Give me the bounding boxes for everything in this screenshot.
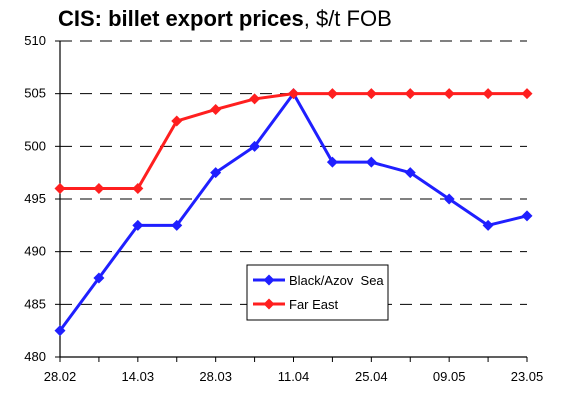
series-1-point [326,88,338,100]
series-1-point [210,103,222,115]
series-0-point [521,210,533,222]
series-1-point [443,88,455,100]
x-tick-label: 09.05 [433,369,466,384]
x-tick-label: 28.02 [44,369,77,384]
chart-title: CIS: billet export prices, $/t FOB [58,6,392,32]
series-0-point [132,219,144,231]
legend-label: Far East [289,297,339,312]
chart-title-unit: , $/t FOB [303,6,392,31]
series-line-1 [60,92,527,190]
x-tick-label: 25.04 [355,369,388,384]
y-tick-label: 500 [24,138,46,153]
series-1-point [521,88,533,100]
series-0-point [54,325,66,337]
legend-box [246,264,389,321]
series-0-point [443,193,455,205]
series-1-point [404,88,416,100]
series-1-point [54,182,66,194]
y-tick-label: 485 [24,296,46,311]
series-1-point [93,182,105,194]
x-tick-label: 14.03 [122,369,155,384]
series-1-point [365,88,377,100]
y-tick-label: 505 [24,86,46,101]
y-tick-label: 495 [24,191,46,206]
x-tick-label: 23.05 [511,369,544,384]
series-1-point [249,93,261,105]
series-0-point [365,156,377,168]
series-0-point [482,219,494,231]
legend-swatch-marker [263,298,275,310]
series-1-point [288,88,299,100]
x-tick-label: 28.03 [199,369,232,384]
y-tick-label: 510 [24,33,46,48]
series-0-point [404,167,416,179]
legend-label: Black/Azov Sea [289,273,384,288]
series-0-point [249,140,261,152]
series-0-point [171,219,183,231]
series-0-point [93,272,105,284]
x-tick-label: 11.04 [278,369,310,384]
series-0-point [210,167,222,179]
series-1-point [132,182,144,194]
y-tick-label: 480 [24,349,46,364]
y-tick-label: 490 [24,244,46,259]
series-0-point [326,156,338,168]
legend-swatch-marker [263,274,275,286]
chart-title-main: CIS: billet export prices [58,6,304,31]
series-1-point [482,88,494,100]
series-1-point [171,115,183,127]
